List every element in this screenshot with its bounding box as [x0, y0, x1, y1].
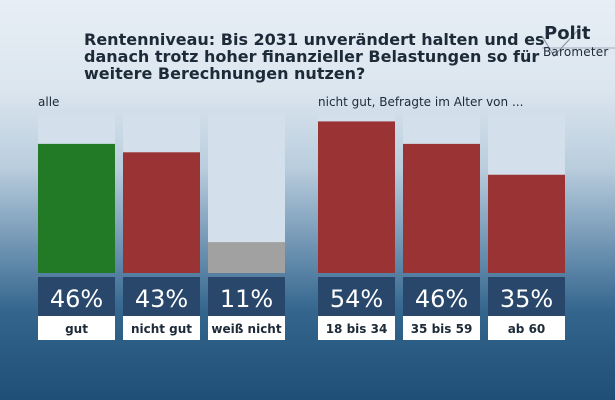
logo-text-polit: Polit [544, 23, 591, 44]
value-band-ab-60 [488, 277, 565, 316]
category-label-gut: gut [65, 322, 88, 336]
category-label-weiß-nicht: weiß nicht [211, 322, 281, 336]
category-band-35-bis-59 [403, 316, 480, 340]
logo-check-icon [541, 27, 615, 57]
bar-18-bis-34 [318, 121, 395, 273]
value-label-ab-60: 35% [500, 285, 553, 313]
value-band-gut [38, 277, 115, 316]
category-label-18-bis-34: 18 bis 34 [326, 322, 388, 336]
bar-nicht-gut [123, 152, 200, 273]
value-label-gut: 46% [50, 285, 103, 313]
category-label-ab-60: ab 60 [508, 322, 546, 336]
category-label-35-bis-59: 35 bis 59 [411, 322, 473, 336]
category-band-nicht-gut [123, 316, 200, 340]
chart-title: Rentenniveau: Bis 2031 unverändert halte… [84, 30, 545, 83]
category-band-18-bis-34 [318, 316, 395, 340]
value-label-weiß-nicht: 11% [220, 285, 273, 313]
value-label-18-bis-34: 54% [330, 285, 383, 313]
value-band-35-bis-59 [403, 277, 480, 316]
value-band-weiß-nicht [208, 277, 285, 316]
category-band-gut [38, 316, 115, 340]
bar-weiß-nicht [208, 242, 285, 273]
category-label-nicht-gut: nicht gut [131, 322, 192, 336]
bar-ab-60 [488, 174, 565, 273]
bar-gut [38, 143, 115, 273]
category-band-weiß-nicht [208, 316, 285, 340]
group-label-all: alle [38, 95, 60, 109]
category-band-ab-60 [488, 316, 565, 340]
group-label-age: nicht gut, Befragte im Alter von ... [318, 95, 524, 109]
value-band-nicht-gut [123, 277, 200, 316]
politbarometer-logo: Polit Barometer [540, 23, 615, 74]
logo-text-barometer: Barometer [543, 45, 609, 59]
value-band-18-bis-34 [318, 277, 395, 316]
value-label-35-bis-59: 46% [415, 285, 468, 313]
value-label-nicht-gut: 43% [135, 285, 188, 313]
bar-35-bis-59 [403, 143, 480, 273]
